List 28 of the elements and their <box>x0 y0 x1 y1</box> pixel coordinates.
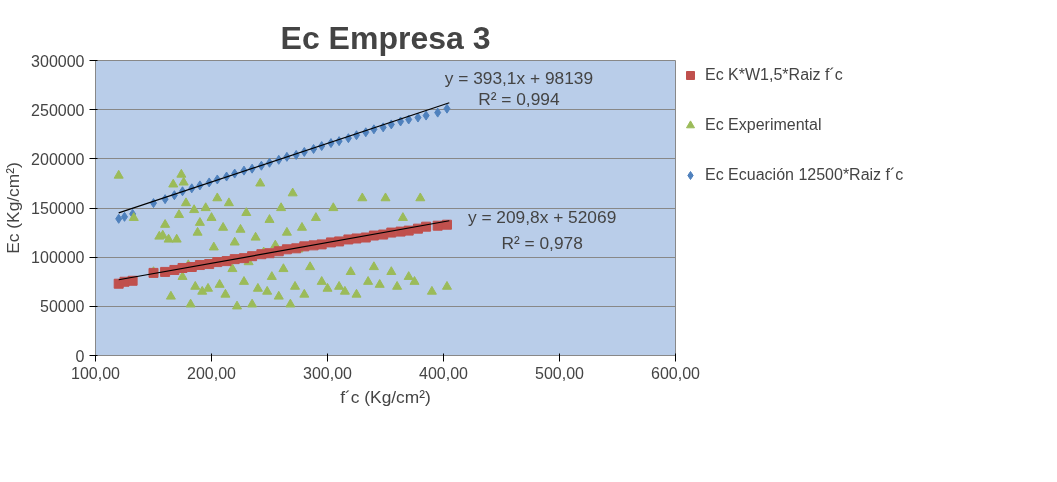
annotation: y = 393,1x + 98139 <box>444 68 594 89</box>
x-tick-label: 100,00 <box>71 364 121 382</box>
x-axis-title: f´c (Kg/cm²) <box>340 386 431 407</box>
y-tick-label: 100000 <box>31 249 85 267</box>
point <box>115 213 123 224</box>
x-tick-label: 500,00 <box>535 364 585 382</box>
y-tick-label: 300000 <box>31 52 85 70</box>
annotation: R² = 0,994 <box>478 88 560 109</box>
y-axis-title: Ec (Kg/cm²) <box>3 162 24 254</box>
y-tick-label: 250000 <box>31 101 85 119</box>
y-tick-label: 50000 <box>40 298 85 316</box>
x-tick-label: 600,00 <box>651 364 701 382</box>
chart-title: Ec Empresa 3 <box>280 19 491 56</box>
legend-label: Ec Ecuación 12500*Raiz f´c <box>705 166 904 184</box>
x-tick-label: 400,00 <box>419 364 469 382</box>
y-tick-label: 0 <box>75 347 85 365</box>
point <box>414 112 422 123</box>
x-tick-label: 300,00 <box>303 364 353 382</box>
legend-label: Ec Experimental <box>705 116 822 134</box>
point <box>422 110 430 121</box>
y-tick-label: 200000 <box>31 150 85 168</box>
annotation: R² = 0,978 <box>501 233 583 254</box>
point <box>443 103 451 114</box>
y-tick-label: 150000 <box>31 200 85 217</box>
x-tick-label: 200,00 <box>187 364 237 382</box>
point <box>434 107 442 118</box>
annotation: y = 209,8x + 52069 <box>467 206 617 227</box>
legend-label: Ec K*W1,5*Raiz f´c <box>705 66 843 84</box>
